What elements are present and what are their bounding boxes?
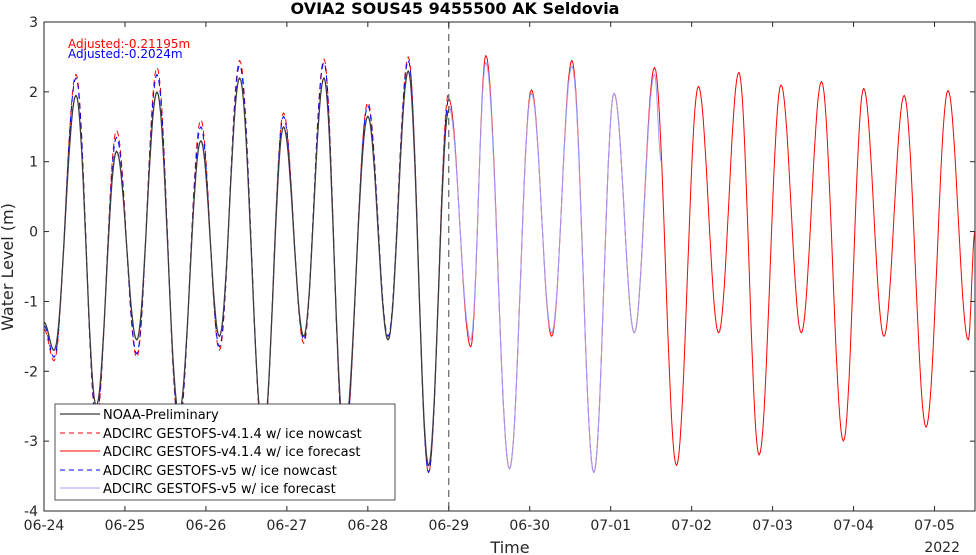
legend-box <box>54 403 396 501</box>
axes-frame <box>43 21 976 512</box>
y-axis: -4 -3 -2 -1 0 1 2 3 <box>24 15 975 520</box>
x-axis-label: Time <box>489 538 529 555</box>
series-v5-forecast <box>448 62 662 474</box>
x-tick-label: 06-28 <box>347 518 388 534</box>
x-tick-label: 06-27 <box>267 518 308 534</box>
x-axis: 06-24 06-25 06-26 06-27 06-28 06-29 06-30 07-01… <box>24 22 955 534</box>
y-tick-label: -1 <box>24 294 38 310</box>
x-tick-label: 07-03 <box>752 518 793 534</box>
y-axis-label: Water Level (m) <box>0 203 17 331</box>
legend-label: NOAA-Preliminary <box>103 408 219 423</box>
x-tick-label: 06-26 <box>186 518 227 534</box>
legend-label: ADCIRC GESTOFS-v5 w/ ice forecast <box>103 482 336 497</box>
x-tick-label: 06-30 <box>509 518 550 534</box>
year-label: 2022 <box>924 540 960 555</box>
legend-label: ADCIRC GESTOFS-v5 w/ ice nowcast <box>103 464 337 479</box>
y-tick-label: -4 <box>24 504 38 520</box>
y-tick-label: 0 <box>29 225 38 241</box>
y-tick-label: -3 <box>24 434 38 450</box>
annotation-adjusted-v414: Adjusted:-0.21195m <box>68 37 190 51</box>
x-tick-label: 07-01 <box>590 518 631 534</box>
legend-entry: ADCIRC GESTOFS-v5 w/ ice nowcast <box>60 464 337 479</box>
legend-label: ADCIRC GESTOFS-v4.1.4 w/ ice nowcast <box>103 427 362 442</box>
x-tick-label: 06-29 <box>428 518 469 534</box>
legend-entry: ADCIRC GESTOFS-v4.1.4 w/ ice nowcast <box>60 427 362 442</box>
legend: NOAA-Preliminary ADCIRC GESTOFS-v4.1.4 w… <box>54 403 396 501</box>
annotations: Adjusted:-0.21195m Adjusted:-0.2024m <box>68 37 190 61</box>
y-tick-label: 1 <box>29 155 38 171</box>
y-tick-label: -2 <box>24 364 38 380</box>
x-tick-label: 07-05 <box>914 518 955 534</box>
legend-entry: ADCIRC GESTOFS-v5 w/ ice forecast <box>60 482 336 497</box>
x-tick-label: 06-25 <box>105 518 146 534</box>
annotation-adjusted-v5: Adjusted:-0.2024m <box>68 47 183 61</box>
legend-label: ADCIRC GESTOFS-v4.1.4 w/ ice forecast <box>103 445 360 460</box>
y-tick-label: 2 <box>29 85 38 101</box>
legend-entry: NOAA-Preliminary <box>60 408 219 423</box>
x-tick-label: 07-02 <box>671 518 712 534</box>
chart-title: OVIA2 SOUS45 9455500 AK Seldovia <box>291 0 620 18</box>
legend-entry: ADCIRC GESTOFS-v4.1.4 w/ ice forecast <box>60 445 360 460</box>
plot-series <box>43 55 976 474</box>
y-tick-label: 3 <box>29 15 38 31</box>
x-tick-label: 06-24 <box>24 518 65 534</box>
series-obs <box>43 70 450 467</box>
x-tick-label: 07-04 <box>833 518 874 534</box>
